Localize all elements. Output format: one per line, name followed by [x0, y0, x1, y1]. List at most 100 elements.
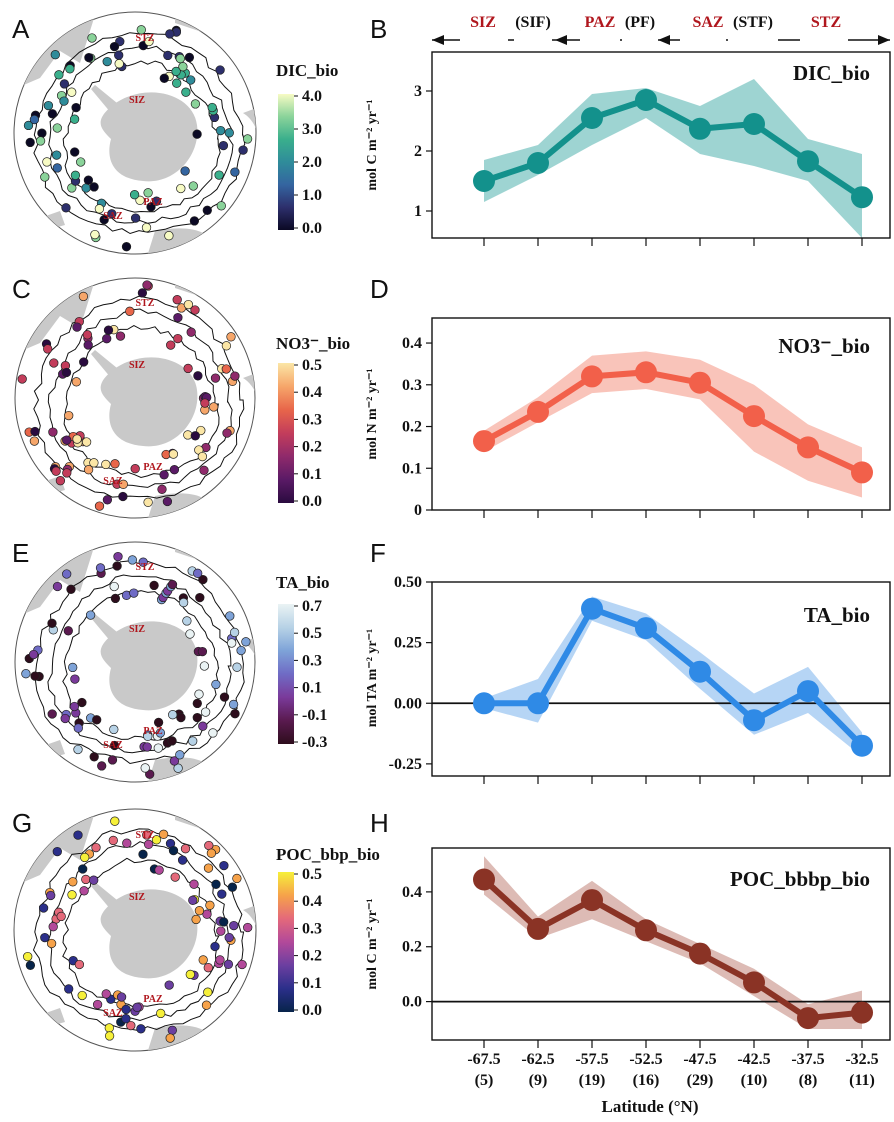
float-station-marker: [90, 229, 100, 240]
peninsula-landmass: [91, 614, 117, 642]
float-station-marker: [222, 428, 232, 438]
chart-ta-bio: -0.25 0.00 0.25 0.50 mol TA m⁻² yr⁻¹ TA_bio: [365, 574, 891, 784]
float-station-marker: [52, 163, 62, 173]
float-station-marker: [153, 717, 164, 728]
float-station-marker: [151, 835, 162, 845]
float-station-marker: [104, 1031, 115, 1041]
float-station-marker: [78, 291, 89, 302]
data-point: [635, 919, 657, 942]
float-station-marker: [121, 1004, 131, 1015]
zone-header: SIZ PAZ SAZ STZ (SIF) (PF) (STF): [432, 14, 890, 50]
colorbar-tick-label: 0.5: [302, 625, 322, 642]
colorbar-tick-label: 0.3: [302, 411, 322, 428]
float-station-marker: [197, 646, 208, 657]
float-station-marker: [89, 752, 99, 762]
float-station-marker: [168, 845, 179, 856]
float-station-marker: [37, 128, 47, 138]
float-station-marker: [170, 872, 180, 882]
float-station-marker: [83, 340, 93, 350]
float-station-marker: [224, 932, 234, 943]
y-tick-label: 0.25: [394, 635, 422, 652]
float-station-marker: [168, 449, 179, 459]
data-point: [797, 1007, 819, 1030]
y-tick-label: 0.2: [402, 419, 422, 436]
colorbar-gradient: [278, 604, 294, 744]
map-ta-bio: STZ SIZ PAZ SAZ: [14, 541, 256, 783]
float-station-marker: [218, 140, 229, 151]
front-label-pf: (PF): [625, 14, 655, 31]
float-station-marker: [201, 1000, 212, 1010]
float-station-marker: [195, 592, 205, 603]
float-station-marker: [59, 79, 70, 89]
float-station-marker: [199, 661, 210, 671]
data-point: [581, 365, 603, 388]
float-station-marker: [189, 216, 200, 226]
float-station-marker: [81, 437, 92, 447]
float-station-marker: [202, 205, 212, 215]
float-station-marker: [25, 137, 35, 148]
float-station-marker: [73, 744, 83, 755]
float-station-marker: [99, 215, 109, 225]
float-station-marker: [182, 616, 192, 626]
map-zone-label-paz: PAZ: [143, 462, 163, 473]
float-station-marker: [60, 713, 70, 724]
uncertainty-band: [484, 351, 862, 498]
float-station-marker: [67, 87, 77, 97]
float-station-marker: [122, 838, 132, 848]
x-tick-count: (10): [741, 1072, 768, 1089]
colorbar-ta-bio: TA_bio 0.7 0.5 0.3 0.1 -0.1 -0.3: [276, 573, 330, 751]
antarctica-landmass: [100, 889, 198, 979]
float-station-marker: [52, 581, 63, 592]
data-point: [689, 371, 711, 394]
float-station-marker: [48, 922, 58, 932]
front-line-saf: [48, 45, 234, 224]
float-station-marker: [183, 363, 193, 374]
float-station-marker: [121, 242, 132, 252]
float-station-marker: [116, 992, 127, 1002]
data-point: [473, 430, 495, 453]
colorbar-tick-label: 0.0: [302, 220, 322, 237]
float-station-marker: [209, 402, 219, 412]
y-tick-label: 0.50: [394, 574, 422, 591]
x-tick-label: -47.5: [683, 1051, 716, 1068]
map-no3-bio: STZ SIZ PAZ SAZ: [14, 277, 256, 519]
colorbar-tick-label: 0.4: [302, 384, 322, 401]
x-tick-label: -67.5: [467, 1051, 500, 1068]
float-station-marker: [55, 476, 66, 486]
float-station-marker: [62, 569, 72, 579]
float-station-marker: [219, 917, 229, 927]
float-station-marker: [71, 102, 81, 113]
float-station-marker: [226, 332, 236, 342]
float-station-marker: [46, 938, 57, 949]
float-station-marker: [190, 305, 200, 315]
x-tick-count: (16): [633, 1072, 660, 1089]
float-station-marker: [181, 87, 191, 97]
float-station-marker: [68, 877, 78, 887]
float-station-marker: [77, 697, 87, 708]
float-station-marker: [136, 25, 146, 35]
map-zone-label-siz: SIZ: [129, 360, 145, 371]
y-tick-label: 0.2: [402, 939, 422, 956]
float-station-marker: [200, 398, 210, 408]
float-station-marker: [142, 280, 152, 290]
x-axis-labels: -67.5 -62.5 -57.5 -52.5 -47.5 -42.5 -37.5 -32.5…: [467, 1051, 878, 1089]
float-station-marker: [54, 70, 64, 80]
float-station-marker: [164, 231, 174, 241]
data-point: [851, 461, 873, 484]
y-tick-label: 0.1: [402, 460, 422, 477]
float-station-marker: [142, 830, 152, 840]
front-label-sif: (SIF): [515, 14, 551, 31]
float-station-marker: [144, 36, 154, 47]
float-station-marker: [198, 955, 208, 965]
float-station-marker: [23, 951, 33, 962]
colorbar-tick-label: 1.0: [302, 187, 322, 204]
data-point: [581, 107, 603, 129]
float-station-marker: [237, 959, 247, 970]
float-station-marker: [203, 987, 213, 997]
float-station-marker: [63, 626, 73, 636]
front-line-stf: [32, 828, 245, 1032]
float-station-marker: [230, 709, 240, 719]
float-station-marker: [230, 167, 240, 177]
front-label-stf: (STF): [733, 14, 773, 31]
float-station-marker: [64, 410, 74, 421]
